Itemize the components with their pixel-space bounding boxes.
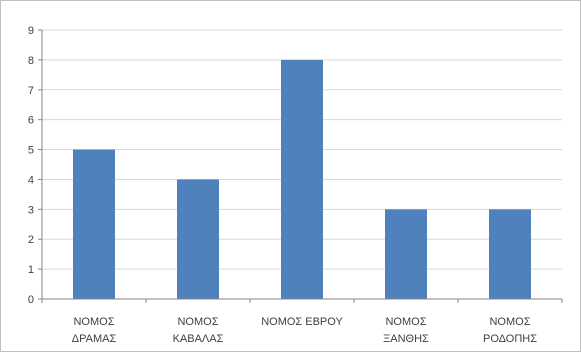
x-category-label-line: ΝΟΜΟΣ — [73, 316, 114, 328]
bar — [489, 209, 531, 299]
bar — [177, 179, 219, 299]
x-category-label-line: ΔΡΑΜΑΣ — [72, 333, 117, 345]
x-category-label: ΝΟΜΟΣ ΡΟΔΟΠΗΣ — [483, 316, 537, 345]
y-tick-label: 8 — [28, 55, 34, 67]
x-category-label-line: ΝΟΜΟΣ — [489, 316, 530, 328]
x-category-label-line: ΡΟΔΟΠΗΣ — [483, 333, 537, 345]
bar — [385, 209, 427, 299]
bars — [73, 59, 531, 300]
x-category-label: ΝΟΜΟΣ ΕΒΡΟΥ — [261, 316, 343, 328]
bar — [73, 149, 115, 299]
x-category-label-line: ΚΑΒΑΛΑΣ — [173, 333, 224, 345]
y-axis-tick-labels: 0 1 2 3 4 5 6 7 8 9 — [28, 25, 34, 306]
x-category-label-line: ΞΑΝΘΗΣ — [383, 333, 429, 345]
x-category-label-line: ΝΟΜΟΣ — [385, 316, 426, 328]
x-category-label: ΝΟΜΟΣ ΔΡΑΜΑΣ — [72, 316, 117, 345]
y-tick-label: 4 — [28, 174, 34, 186]
x-category-label: ΝΟΜΟΣ ΚΑΒΑΛΑΣ — [173, 316, 224, 345]
x-category-label-line: ΝΟΜΟΣ — [177, 316, 218, 328]
y-tick-label: 3 — [28, 204, 34, 216]
y-tick-label: 2 — [28, 234, 34, 246]
y-tick-label: 7 — [28, 85, 34, 97]
y-tick-label: 9 — [28, 25, 34, 37]
y-tick-label: 0 — [28, 294, 34, 306]
y-tick-label: 6 — [28, 115, 34, 127]
axes — [41, 30, 563, 303]
bar — [281, 59, 323, 300]
y-tick-label: 1 — [28, 264, 34, 276]
x-axis-category-labels: ΝΟΜΟΣ ΔΡΑΜΑΣ ΝΟΜΟΣ ΚΑΒΑΛΑΣ ΝΟΜΟΣ ΕΒΡΟΥ ΝΟΜΟΣ Ξ… — [72, 316, 537, 345]
x-category-label: ΝΟΜΟΣ ΞΑΝΘΗΣ — [383, 316, 429, 345]
y-tick-label: 5 — [28, 145, 34, 157]
x-category-label-line: ΝΟΜΟΣ ΕΒΡΟΥ — [261, 316, 343, 328]
